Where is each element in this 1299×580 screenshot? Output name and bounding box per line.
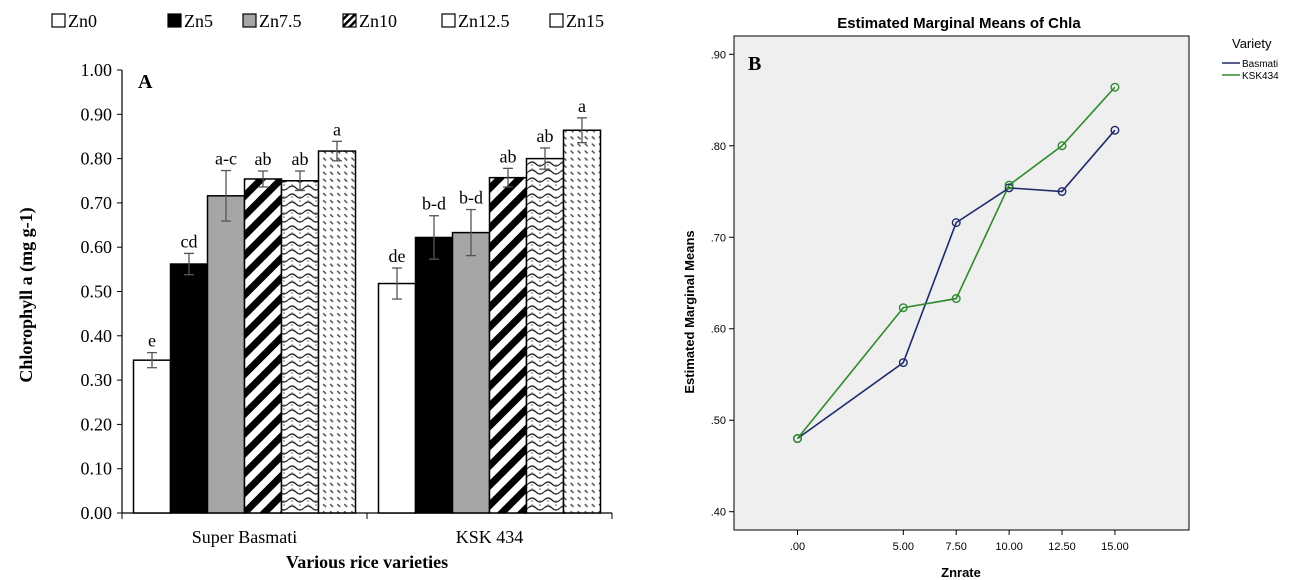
significance-letter: de <box>389 246 406 266</box>
y-tick-label-a: 0.50 <box>81 282 113 302</box>
bar <box>377 282 417 514</box>
lines-b <box>792 82 1120 444</box>
x-tick-label-a: KSK 434 <box>456 527 524 547</box>
legend-title-b: Variety <box>1232 36 1272 51</box>
data-point <box>1057 187 1067 197</box>
data-point <box>898 358 908 368</box>
bar <box>525 157 565 514</box>
legend-swatch <box>242 13 257 28</box>
legend-swatch <box>441 13 456 28</box>
y-tick-label-b: .60 <box>711 324 726 336</box>
significance-letter: a-c <box>215 149 237 169</box>
x-tick-label-b: 5.00 <box>893 541 914 553</box>
bar <box>562 129 602 514</box>
y-axis-label-a: Chlorophyll a (mg g-1) <box>16 207 37 382</box>
legend-swatch <box>167 13 182 28</box>
x-tick-label-b: 10.00 <box>995 541 1023 553</box>
y-tick-label-a: 0.60 <box>81 237 113 257</box>
legend-swatch <box>51 13 66 28</box>
significance-letter: a <box>578 96 586 116</box>
data-point <box>1057 141 1067 151</box>
y-tick-label-b: .70 <box>711 232 726 244</box>
legend-a: Zn0 Zn5 Zn7.5 Zn10 Zn12.5 Zn15 <box>51 11 604 31</box>
bar <box>451 231 491 514</box>
y-tick-label-a: 0.90 <box>81 104 113 124</box>
legend-label: Zn0 <box>68 11 97 31</box>
bar <box>243 178 283 514</box>
y-tick-label-a: 0.00 <box>81 503 113 523</box>
axes-b: .40 .50 .60 .70 .80 .90 .00 5.00 7.50 10.00 12.50 1… <box>711 49 1129 553</box>
y-tick-label-b: .40 <box>711 507 726 519</box>
y-tick-label-b: .50 <box>711 415 726 427</box>
data-point <box>1004 183 1014 193</box>
data-point <box>792 434 802 444</box>
legend-label: Zn15 <box>566 11 604 31</box>
chart-title-b: Estimated Marginal Means of Chla <box>837 15 1081 32</box>
legend-swatch <box>342 13 357 28</box>
bar <box>132 359 172 514</box>
plot-area-b <box>733 35 1190 531</box>
x-axis-label-a: Various rice varieties <box>286 552 448 572</box>
series-line <box>796 86 1116 440</box>
x-tick-label-a: Super Basmati <box>192 527 298 547</box>
x-tick-label-b: 15.00 <box>1101 541 1129 553</box>
bar <box>206 195 246 514</box>
significance-letter: ab <box>537 126 554 146</box>
data-point <box>1004 180 1014 190</box>
chart-b: Estimated Marginal Means of Chla B .40 .5… <box>682 15 1279 580</box>
axes-a: 0.00 0.10 0.20 0.30 0.40 0.50 0.60 0.70 0.80 0.90… <box>81 60 613 547</box>
y-tick-label-a: 0.20 <box>81 414 113 434</box>
bar <box>280 180 320 514</box>
series-line <box>797 129 1116 440</box>
bar <box>169 263 209 514</box>
significance-letter: b-d <box>422 194 446 214</box>
x-tick-label-b: 12.50 <box>1048 541 1076 553</box>
chart-a: Zn0 Zn5 Zn7.5 Zn10 Zn12.5 Zn15 A 0.00 0.10 0.20… <box>16 11 613 572</box>
significance-letter: ab <box>255 149 272 169</box>
data-point <box>1110 125 1120 135</box>
significance-letter: a <box>333 119 341 139</box>
panel-label-a: A <box>138 71 153 93</box>
significance-letter: e <box>148 331 156 351</box>
y-tick-label-b: .80 <box>711 141 726 153</box>
y-tick-label-a: 1.00 <box>81 60 113 80</box>
y-tick-label-b: .90 <box>711 49 726 61</box>
x-tick-label-b: 7.50 <box>945 541 966 553</box>
legend-label: Zn7.5 <box>259 11 302 31</box>
data-point <box>1110 82 1120 92</box>
y-tick-label-a: 0.80 <box>81 149 113 169</box>
legend-label: Zn10 <box>359 11 397 31</box>
data-point <box>951 294 961 304</box>
data-point <box>898 303 908 313</box>
x-tick-label-b: .00 <box>790 541 805 553</box>
legend-label: Zn12.5 <box>458 11 510 31</box>
legend-swatch <box>549 13 564 28</box>
y-tick-label-a: 0.40 <box>81 326 113 346</box>
legend-label: Zn5 <box>184 11 213 31</box>
significance-letter: b-d <box>459 188 483 208</box>
legend-label-b: Basmati <box>1242 59 1278 70</box>
legend-label-b: KSK434 <box>1242 71 1279 82</box>
y-tick-label-a: 0.10 <box>81 459 113 479</box>
y-tick-label-a: 0.30 <box>81 370 113 390</box>
significance-letter: cd <box>181 231 198 251</box>
panel-label-b: B <box>748 53 761 75</box>
significance-letter: ab <box>292 149 309 169</box>
significance-letter: ab <box>500 146 517 166</box>
x-axis-label-b: Znrate <box>941 565 981 580</box>
bar <box>414 236 454 514</box>
data-point <box>951 218 961 228</box>
bar <box>488 176 528 514</box>
y-axis-label-b: Estimated Marginal Means <box>682 230 697 393</box>
bar <box>317 150 357 514</box>
y-tick-label-a: 0.70 <box>81 193 113 213</box>
